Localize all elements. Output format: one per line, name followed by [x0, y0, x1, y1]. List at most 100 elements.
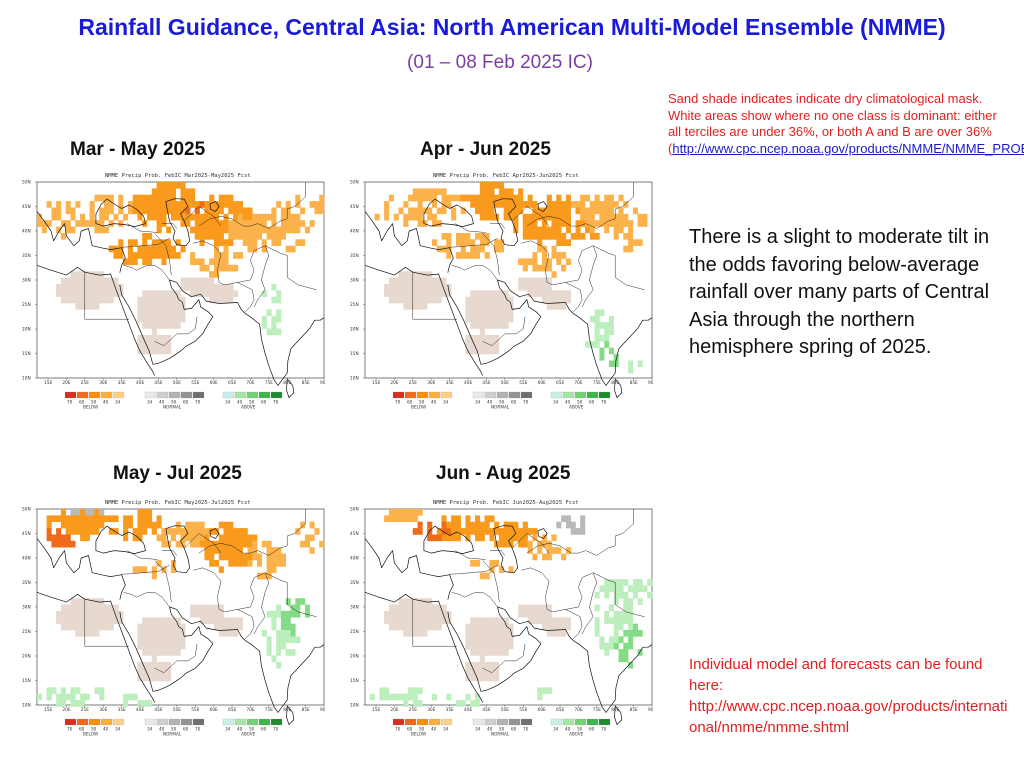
legend-tick-above: 34 [225, 727, 231, 732]
legend-swatch-above [574, 391, 587, 399]
lon-tick-label: 30E [99, 707, 107, 713]
legend-swatch-normal [508, 391, 521, 399]
legend-swatch-normal [144, 718, 157, 726]
legend-tick-below: 70 [395, 727, 401, 732]
lon-tick-label: 45E [482, 707, 490, 713]
lon-tick-label: 40E [136, 380, 144, 386]
lon-tick-label: 70E [574, 707, 582, 713]
legend-tick-below: 50 [91, 400, 97, 405]
lat-tick-label: 35N [22, 253, 31, 259]
legend-swatch-above [598, 391, 611, 399]
lon-tick-label: 55E [191, 707, 199, 713]
lat-tick-label: 45N [22, 204, 31, 210]
legend-swatch-below [428, 718, 441, 726]
legend-tick-above: 70 [273, 727, 279, 732]
legend-tick-below: 60 [79, 727, 85, 732]
legend-tick-above: 40 [237, 400, 243, 405]
legend-tick-above: 60 [589, 400, 595, 405]
map-header-label: NMME Precip Prob. FebIC Jun2025-Aug2025 … [433, 500, 579, 506]
lat-tick-label: 15N [22, 678, 31, 684]
map-legend: 70 60 50 40 34 BELOW 34 40 50 60 70 NORMAL 34 40 50 60 7… [392, 718, 611, 737]
lat-tick-label: 20N [22, 654, 31, 660]
lon-tick-label: 70E [246, 707, 254, 713]
lon-tick-label: 90E [648, 707, 653, 713]
legend-swatch-below [416, 391, 429, 399]
lon-tick-label: 65E [228, 380, 236, 386]
lat-tick-label: 10N [22, 703, 31, 709]
lon-tick-label: 75E [593, 707, 601, 713]
lon-tick-label: 25E [409, 707, 417, 713]
lat-tick-label: 25N [22, 302, 31, 308]
lon-tick-label: 30E [427, 380, 435, 386]
lon-tick-label: 55E [191, 380, 199, 386]
lon-tick-label: 25E [81, 707, 89, 713]
legend-swatch-normal [168, 391, 181, 399]
lon-tick-label: 35E [118, 707, 126, 713]
legend-swatch-below [100, 391, 113, 399]
model-links-url[interactable]: http://www.cpc.ncep.noaa.gov/products/in… [689, 698, 1008, 736]
legend-swatch-normal [496, 391, 509, 399]
legend-swatch-below [88, 718, 101, 726]
lon-tick-label: 20E [390, 707, 398, 713]
legend-tick-above: 50 [249, 727, 255, 732]
legend-swatch-normal [192, 391, 205, 399]
lon-tick-label: 15E [372, 707, 380, 713]
lon-tick-label: 60E [210, 380, 218, 386]
legend-swatch-above [222, 391, 235, 399]
map-header-label: NMME Precip Prob. FebIC Mar2025-May2025 … [105, 173, 251, 179]
coastlines [364, 509, 653, 725]
legend-swatch-normal [496, 718, 509, 726]
legend-swatch-above [270, 718, 283, 726]
lon-tick-label: 80E [283, 380, 291, 386]
legend-label-above: ABOVE [569, 405, 584, 410]
panel-title-mam: Mar - May 2025 [70, 139, 206, 160]
legend-swatch-below [88, 391, 101, 399]
model-links-text: Individual model and forecasts can be fo… [689, 656, 983, 694]
coastlines [364, 182, 653, 398]
legend-tick-normal: 34 [147, 400, 153, 405]
legend-tick-normal: 50 [171, 727, 177, 732]
legend-swatch-normal [144, 391, 157, 399]
legend-tick-normal: 50 [499, 400, 505, 405]
lat-tick-label: 30N [350, 278, 359, 284]
legend-tick-below: 40 [431, 400, 437, 405]
legend-tick-below: 40 [431, 727, 437, 732]
lon-tick-label: 75E [593, 380, 601, 386]
coastlines [36, 182, 325, 398]
lat-tick-label: 50N [350, 507, 359, 513]
forecast-cells [369, 509, 653, 707]
legend-tick-above: 50 [249, 400, 255, 405]
legend-tick-above: 34 [553, 400, 559, 405]
mask-description-link[interactable]: http://www.cpc.ncep.noaa.gov/products/NM… [672, 140, 1024, 156]
forecast-map-mar-may: NMME Precip Prob. FebIC Mar2025-May2025 … [15, 170, 325, 410]
lon-tick-label: 35E [118, 380, 126, 386]
forecast-cells [374, 182, 648, 374]
lon-tick-label: 90E [648, 380, 653, 386]
lon-tick-label: 50E [501, 380, 509, 386]
legend-tick-normal: 34 [147, 727, 153, 732]
legend-swatch-below [112, 391, 125, 399]
legend-tick-below: 70 [67, 727, 73, 732]
legend-tick-above: 70 [601, 727, 607, 732]
lon-tick-label: 25E [81, 380, 89, 386]
lon-tick-label: 25E [409, 380, 417, 386]
lat-tick-label: 25N [22, 629, 31, 635]
lat-tick-label: 15N [22, 351, 31, 357]
map-axes: 50N 45N 40N 35N 30N 25N 20N 15N 10N 15E 20E 25E 30E 3… [350, 507, 653, 714]
legend-swatch-below [404, 391, 417, 399]
legend-tick-normal: 40 [487, 400, 493, 405]
legend-tick-above: 40 [237, 727, 243, 732]
forecast-map-may-jul: NMME Precip Prob. FebIC May2025-Jul2025 … [15, 497, 325, 737]
lon-tick-label: 35E [446, 707, 454, 713]
lon-tick-label: 65E [556, 380, 564, 386]
legend-label-normal: NORMAL [491, 405, 510, 410]
legend-swatch-normal [192, 718, 205, 726]
lat-tick-label: 40N [350, 556, 359, 562]
lat-tick-label: 40N [22, 556, 31, 562]
legend-tick-below: 40 [103, 727, 109, 732]
map-axes: 50N 45N 40N 35N 30N 25N 20N 15N 10N 15E 20E 25E 30E 3… [22, 180, 325, 387]
lat-tick-label: 35N [350, 580, 359, 586]
legend-swatch-above [258, 391, 271, 399]
legend-label-below: BELOW [411, 405, 426, 410]
slide-subtitle: (01 – 08 Feb 2025 IC) [407, 52, 593, 73]
